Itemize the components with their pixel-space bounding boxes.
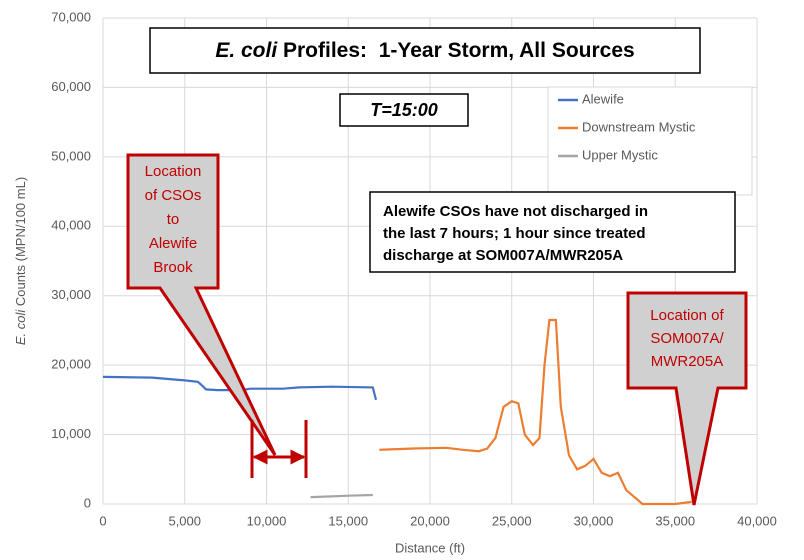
note-box — [369, 191, 736, 273]
series-line — [379, 318, 692, 506]
x-tick-label: 0 — [99, 513, 106, 528]
y-axis-label: E. coli Counts (MPN/100 mL) — [13, 177, 28, 345]
x-axis-label: Distance (ft) — [395, 540, 465, 555]
y-tick-label: 40,000 — [51, 218, 91, 233]
annotation-line: Alewife CSOs have not discharged in — [383, 203, 648, 220]
annotation-line: of CSOs — [145, 187, 202, 204]
callout-text: Location of SOM007A/MWR205A — [650, 307, 724, 370]
lines — [102, 318, 692, 506]
legend: Alewife Downstream Mystic Upper Mystic — [558, 91, 696, 162]
note: Alewife CSOs have not discharged in the l… — [383, 203, 648, 264]
title-part: E. coli — [215, 39, 278, 62]
x-tick-label: 40,000 — [737, 513, 777, 528]
callout — [626, 291, 748, 506]
x-tick-label: 25,000 — [492, 513, 532, 528]
y-tick-label: 70,000 — [51, 9, 91, 24]
y-tick-label: 60,000 — [51, 79, 91, 94]
chart-title: E. coli Profiles: 1-Year Storm, All Sour… — [215, 39, 634, 62]
annotation-line: discharge at SOM007A/MWR205A — [383, 247, 623, 264]
annotation-line: the last 7 hours; 1 hour since treated — [383, 225, 646, 242]
annotation-line: to — [167, 211, 180, 228]
legend-box — [547, 86, 753, 196]
annotation-line: Location — [145, 163, 202, 180]
annotation-line: Alewife — [149, 235, 197, 252]
y-tick-label: 0 — [84, 495, 91, 510]
x-tick-label: 15,000 — [328, 513, 368, 528]
title-box — [149, 27, 701, 74]
y-label-part: Counts (MPN/100 mL) — [13, 177, 28, 310]
annotation-line: Brook — [153, 259, 193, 276]
callout — [126, 153, 277, 456]
x-tick-label: 20,000 — [410, 513, 450, 528]
annotation-line: MWR205A — [651, 353, 724, 370]
x-tick-label: 30,000 — [574, 513, 614, 528]
y-tick-label: 10,000 — [51, 426, 91, 441]
y-tick-label: 30,000 — [51, 287, 91, 302]
subtitle-box — [339, 93, 469, 127]
series-line — [310, 493, 373, 499]
legend-label: Downstream Mystic — [582, 119, 696, 134]
x-tick-label: 10,000 — [247, 513, 287, 528]
callout-text: Location of CSOs to Alewife Brook — [145, 163, 202, 276]
title-part: Profiles: 1-Year Storm, All Sources — [277, 39, 635, 62]
legend-label: Alewife — [582, 91, 624, 106]
x-tick-label: 5,000 — [168, 513, 201, 528]
ticks: 0 10,000 20,000 30,000 40,000 50,000 60,000 70,… — [51, 9, 777, 528]
x-tick-label: 35,000 — [655, 513, 695, 528]
y-tick-label: 50,000 — [51, 148, 91, 163]
legend-label: Upper Mystic — [582, 147, 658, 162]
annotation-line: SOM007A/ — [650, 330, 724, 347]
y-label-part: E. coli — [13, 309, 28, 346]
y-tick-label: 20,000 — [51, 357, 91, 372]
annotation-line: Location of — [650, 307, 724, 324]
subtitle: T=15:00 — [370, 100, 438, 120]
